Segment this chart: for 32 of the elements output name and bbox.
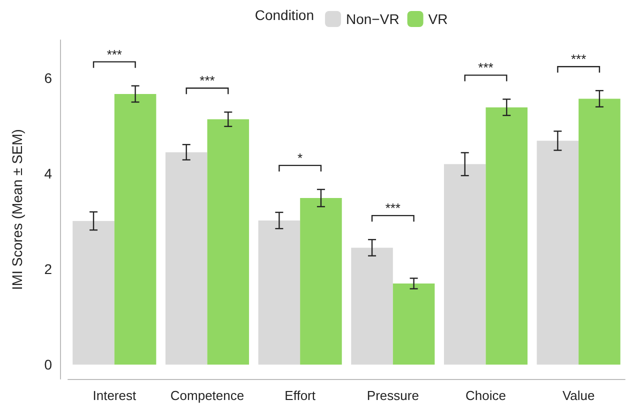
- bar: [114, 94, 156, 365]
- bar: [536, 140, 579, 365]
- bar: [578, 98, 620, 365]
- bar: [351, 248, 393, 365]
- bar: [258, 220, 300, 365]
- y-tick-label: 2: [44, 261, 52, 278]
- x-tick-label: Choice: [466, 388, 506, 403]
- bar: [392, 284, 435, 365]
- legend-title: Condition: [254, 7, 314, 23]
- annotation: ***: [385, 200, 401, 216]
- legend-label: Non−VR: [346, 11, 400, 27]
- x-tick-label: Competence: [170, 388, 244, 403]
- legend-label: VR: [428, 11, 448, 27]
- x-tick-label: Interest: [92, 388, 136, 403]
- y-tick-label: 6: [44, 70, 52, 86]
- bar: [300, 198, 342, 365]
- annotation: ***: [200, 73, 215, 88]
- bar: [207, 119, 250, 365]
- annotation: ***: [570, 52, 586, 67]
- x-tick-label: Value: [562, 388, 595, 403]
- y-tick-label: 4: [44, 166, 52, 182]
- annotation: ***: [106, 46, 122, 62]
- annotation: ***: [478, 60, 494, 76]
- y-axis-title: IMI Scores (Mean ± SEM): [9, 129, 25, 290]
- y-tick-label: 0: [44, 356, 52, 373]
- bar: [72, 220, 114, 365]
- bar: [444, 164, 486, 365]
- x-tick-label: Effort: [284, 388, 316, 403]
- annotation: *: [298, 150, 303, 166]
- bar: [486, 107, 528, 365]
- x-tick-label: Pressure: [366, 388, 419, 403]
- bar: [165, 152, 208, 365]
